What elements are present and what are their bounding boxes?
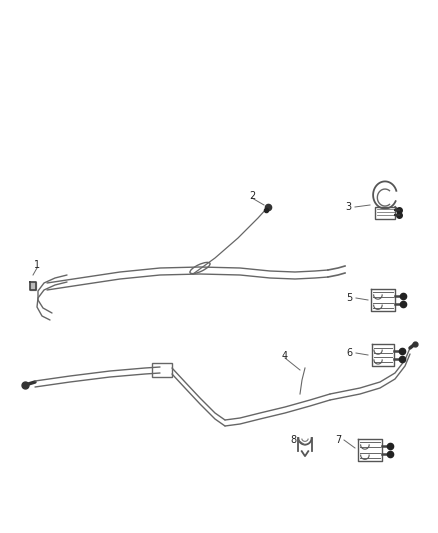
Text: 6: 6 (346, 348, 352, 358)
Text: 7: 7 (335, 435, 341, 445)
Text: 2: 2 (249, 191, 255, 201)
Text: 5: 5 (346, 293, 352, 303)
Text: 1: 1 (34, 260, 40, 270)
Bar (375, 207, 395, 219)
Text: 8: 8 (290, 435, 296, 445)
Text: 3: 3 (345, 202, 351, 212)
Polygon shape (30, 282, 36, 290)
Text: 4: 4 (282, 351, 288, 361)
Bar (152, 363, 172, 377)
